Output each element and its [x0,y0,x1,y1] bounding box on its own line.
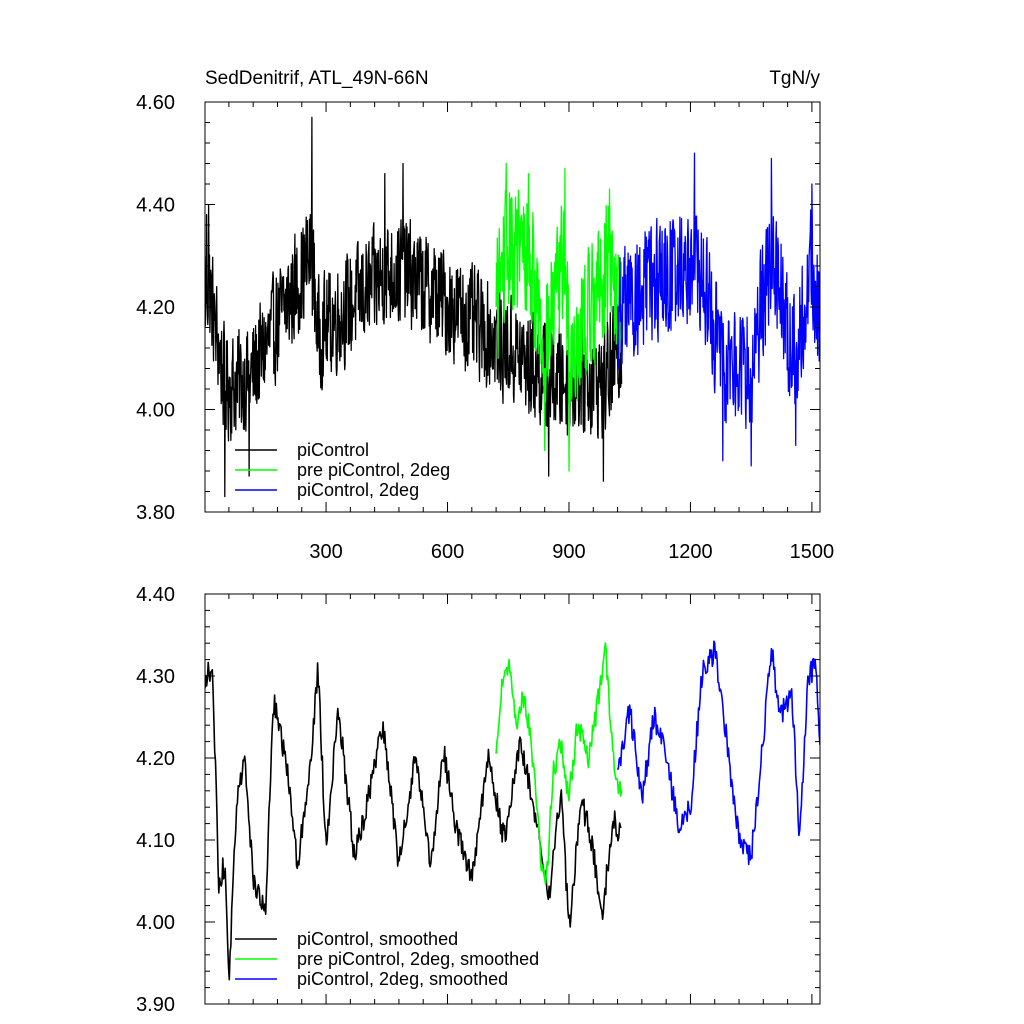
legend-label: pre piControl, 2deg, smoothed [297,949,539,969]
y-tick-label: 4.10 [136,830,175,852]
legend-label: piControl, 2deg [297,480,419,500]
series-line-picontrol-2deg [616,152,820,467]
units-label: TgN/y [769,68,820,89]
y-tick-label: 4.00 [136,912,175,934]
x-tick-label: 600 [431,541,464,563]
y-tick-label: 4.60 [136,92,175,114]
y-tick-label: 4.30 [136,666,175,688]
series-line-picontrol-2deg-smoothed [616,640,820,866]
x-tick-label: 300 [309,541,342,563]
series-line-picontrol [205,116,623,498]
x-tick-label: 1200 [668,541,713,563]
series-line-pre-picontrol-2deg-smoothed [495,642,623,885]
legend-label: pre piControl, 2deg [297,460,450,480]
top-plot-panel: 3.80 4.00 4.20 4.40 4.60 300 600 900 1200 1500 piC… [136,92,834,563]
legend-label: piControl [297,440,369,460]
x-tick-label: 900 [552,541,585,563]
x-tick-label: 1500 [790,541,835,563]
y-tick-label: 4.00 [136,400,175,422]
y-tick-label: 4.20 [136,297,175,319]
bottom-plot-panel: 3.90 4.00 4.10 4.20 4.30 4.40 piControl, smoot… [136,584,821,1016]
y-tick-label: 3.80 [136,502,175,524]
y-tick-label: 4.20 [136,748,175,770]
series-line-pre-picontrol-2deg [495,162,623,472]
legend-label: piControl, smoothed [297,929,458,949]
series-group [205,116,820,498]
series-line-picontrol-smoothed [205,661,622,981]
legend-label: piControl, 2deg, smoothed [297,969,508,989]
chart-title: SedDenitrif, ATL_49N-66N [205,68,429,89]
y-tick-label: 3.90 [136,994,175,1016]
plot-frame [204,593,821,1005]
series-group [205,640,820,981]
y-tick-label: 4.40 [136,195,175,217]
y-tick-label: 4.40 [136,584,175,606]
